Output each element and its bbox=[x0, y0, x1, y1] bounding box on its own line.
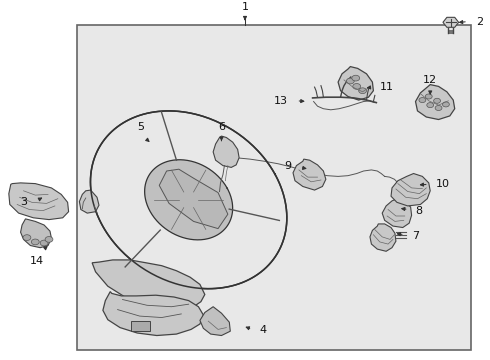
Polygon shape bbox=[79, 190, 99, 213]
Polygon shape bbox=[200, 307, 230, 336]
Polygon shape bbox=[91, 111, 287, 289]
Bar bbox=[131, 321, 150, 331]
Polygon shape bbox=[21, 219, 51, 248]
Circle shape bbox=[31, 239, 39, 245]
Polygon shape bbox=[391, 174, 430, 206]
Text: 5: 5 bbox=[138, 122, 145, 132]
Text: 8: 8 bbox=[416, 206, 423, 216]
Circle shape bbox=[352, 75, 360, 81]
Circle shape bbox=[425, 94, 432, 99]
Text: 1: 1 bbox=[242, 1, 248, 12]
Circle shape bbox=[434, 98, 441, 103]
Text: 12: 12 bbox=[423, 75, 437, 85]
Text: 9: 9 bbox=[284, 161, 292, 171]
Circle shape bbox=[23, 235, 31, 240]
Text: 2: 2 bbox=[476, 17, 484, 27]
Polygon shape bbox=[382, 199, 412, 228]
Bar bbox=[77, 25, 471, 350]
Text: 14: 14 bbox=[30, 256, 44, 266]
Polygon shape bbox=[103, 292, 203, 336]
Circle shape bbox=[40, 240, 48, 246]
Text: 7: 7 bbox=[412, 231, 419, 241]
Polygon shape bbox=[9, 183, 69, 220]
Text: 6: 6 bbox=[218, 122, 225, 132]
Polygon shape bbox=[416, 85, 455, 120]
Circle shape bbox=[353, 84, 361, 89]
Polygon shape bbox=[293, 159, 326, 190]
Polygon shape bbox=[145, 160, 233, 240]
Polygon shape bbox=[159, 169, 228, 229]
Polygon shape bbox=[443, 17, 459, 27]
Text: 3: 3 bbox=[20, 197, 27, 207]
Text: 10: 10 bbox=[436, 179, 450, 189]
Circle shape bbox=[419, 98, 426, 103]
Polygon shape bbox=[370, 224, 396, 251]
Text: 4: 4 bbox=[260, 325, 267, 336]
Text: 13: 13 bbox=[274, 96, 288, 106]
Circle shape bbox=[435, 105, 442, 111]
Circle shape bbox=[346, 78, 354, 84]
Circle shape bbox=[359, 88, 367, 94]
Circle shape bbox=[427, 103, 434, 108]
Polygon shape bbox=[338, 67, 373, 100]
Circle shape bbox=[442, 102, 449, 107]
Text: 11: 11 bbox=[380, 82, 394, 92]
Polygon shape bbox=[92, 260, 205, 310]
Polygon shape bbox=[213, 136, 239, 167]
Circle shape bbox=[45, 237, 53, 242]
